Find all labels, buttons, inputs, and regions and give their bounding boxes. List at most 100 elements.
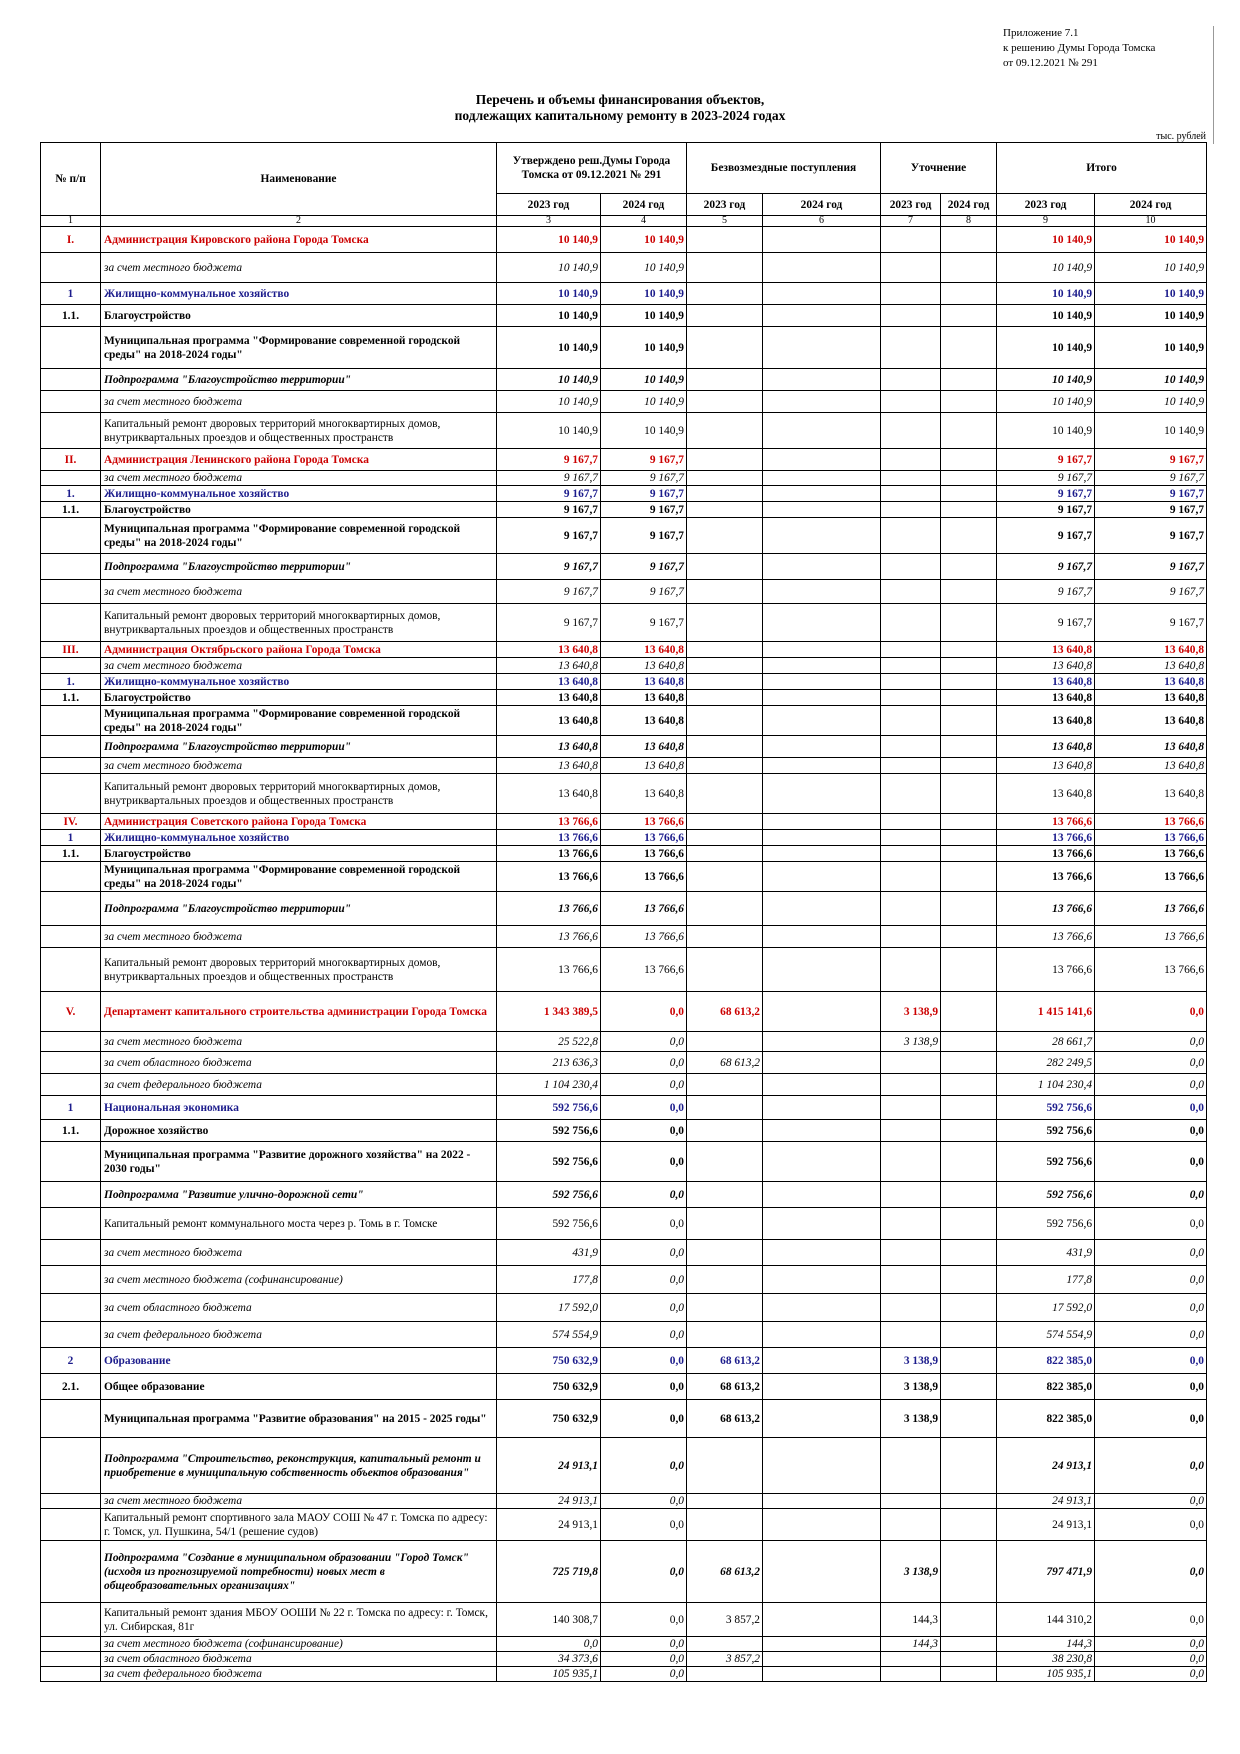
row-value: 0,0 [600,1031,687,1052]
row-value [940,705,998,736]
row-value [880,326,942,369]
header-row-1: № п/п Наименование Утверждено реш.Думы Г… [40,142,1208,216]
row-value: 13 766,6 [1094,829,1208,846]
row-value [686,641,763,658]
row-name: Муниципальная программа "Развитие образо… [100,1399,497,1438]
row-value: 17 592,0 [496,1293,601,1322]
row-value [940,689,998,706]
row-number [40,891,101,926]
row-value [880,925,942,948]
row-value: 13 640,8 [496,689,601,706]
row-value [880,304,942,327]
row-value [940,579,998,604]
row-value: 822 385,0 [996,1347,1096,1374]
row-value: 13 640,8 [1094,705,1208,736]
annex-line-3: от 09.12.2021 № 291 [1003,57,1098,69]
header-row-years: 2023 год 2024 год 2023 год 2024 год 2023… [41,193,1208,216]
row-value: 0,0 [1094,1207,1208,1240]
row-value: 68 613,2 [686,1399,763,1438]
row-name: за счет местного бюджета [100,1493,497,1509]
row-value: 9 167,7 [1094,485,1208,502]
row-value: 9 167,7 [996,517,1096,554]
row-value: 431,9 [996,1239,1096,1266]
row-value: 797 471,9 [996,1540,1096,1603]
row-value [880,517,942,554]
table-row: Подпрограмма "Благоустройство территории… [40,891,1208,926]
row-value: 10 140,9 [996,226,1096,253]
row-value [686,657,763,674]
row-value [686,891,763,926]
row-value: 592 756,6 [496,1119,601,1142]
row-value [761,517,882,554]
table-row: за счет местного бюджета (софинансирован… [40,1636,1208,1652]
row-value [686,1265,763,1294]
row-value [686,517,763,554]
row-value [880,861,942,892]
row-name: Жилищно-коммунальное хозяйство [100,282,497,305]
row-name: Капитальный ремонт дворовых территорий м… [100,947,497,992]
row-value [940,1181,998,1208]
column-number: 9 [996,215,1096,227]
row-value: 10 140,9 [600,304,687,327]
row-value [880,845,942,862]
row-value [761,689,882,706]
table-row: 1 Национальная экономика 592 756,6 0,0 592 7… [40,1095,1208,1120]
row-value [940,1119,998,1142]
row-value [940,412,998,449]
row-value [761,1493,882,1509]
row-value: 0,0 [600,1399,687,1438]
row-value [686,1293,763,1322]
row-value: 0,0 [600,1051,687,1074]
row-value [761,1239,882,1266]
table-row: за счет федерального бюджета 105 935,1 0,0… [40,1666,1208,1682]
row-value: 10 140,9 [600,390,687,413]
row-value: 25 522,8 [496,1031,601,1052]
row-value [761,368,882,391]
row-value [940,448,998,471]
row-value [761,226,882,253]
annex-line-2: к решению Думы Города Томска [1003,42,1156,54]
row-value: 13 766,6 [996,925,1096,948]
row-number [40,705,101,736]
row-name: Администрация Октябрьского района Города… [100,641,497,658]
row-value: 0,0 [1094,1095,1208,1120]
row-value [940,1051,998,1074]
row-name: за счет местного бюджета [100,757,497,774]
row-value [761,553,882,580]
table-row: Подпрограмма "Развитие улично-дорожной с… [40,1181,1208,1208]
row-value: 144,3 [880,1602,942,1637]
row-value: 592 756,6 [996,1181,1096,1208]
row-value: 0,0 [1094,1508,1208,1541]
row-value [686,226,763,253]
row-value: 68 613,2 [686,1373,763,1400]
row-value [940,390,998,413]
row-value: 9 167,7 [600,470,687,486]
row-value: 13 766,6 [496,861,601,892]
row-value: 9 167,7 [600,579,687,604]
row-name: за счет местного бюджета [100,390,497,413]
row-value: 13 640,8 [1094,735,1208,758]
row-value [686,326,763,369]
row-value: 68 613,2 [686,1051,763,1074]
row-value: 13 640,8 [600,705,687,736]
row-value [940,485,998,502]
row-value: 144,3 [880,1636,942,1652]
row-value [940,1399,998,1438]
row-number [40,368,101,391]
row-value [940,891,998,926]
row-value: 177,8 [496,1265,601,1294]
row-name: за счет местного бюджета (софинансирован… [100,1265,497,1294]
row-value [940,1073,998,1096]
row-value [761,485,882,502]
row-value [761,448,882,471]
table-row: Капитальный ремонт дворовых территорий м… [40,773,1208,814]
row-number [40,1207,101,1240]
table-row: Подпрограмма "Благоустройство территории… [40,735,1208,758]
row-value: 0,0 [1094,1602,1208,1637]
row-value [880,448,942,471]
table-row: за счет местного бюджета 10 140,9 10 140,9… [40,252,1208,283]
row-value: 13 640,8 [600,757,687,774]
row-name: Муниципальная программа "Формирование со… [100,705,497,736]
row-value: 10 140,9 [496,390,601,413]
row-value: 68 613,2 [686,1347,763,1374]
